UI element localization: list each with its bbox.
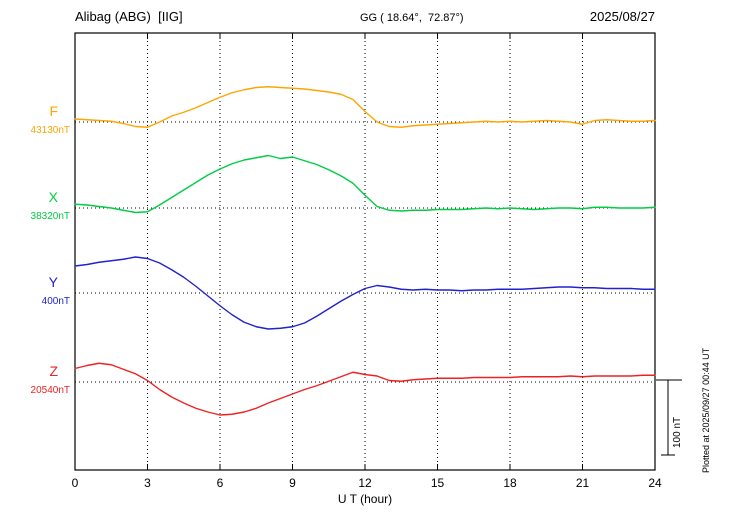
scale-bar-label: 100 nT [672,416,683,448]
x-tick-label-12: 12 [358,476,372,490]
trace-X [74,154,656,214]
x-tick-label-24: 24 [648,476,662,490]
x-tick-label-6: 6 [216,476,224,490]
series-label-Y: Y [48,274,58,290]
series-label-X: X [48,189,58,205]
trace-Y [74,256,656,330]
series-baseline-value-Z: 20540nT [30,385,70,396]
series-baseline-value-F: 43130nT [30,125,70,136]
x-tick-label-3: 3 [144,476,151,490]
x-tick-label-21: 21 [575,476,590,490]
plot-frame [74,32,656,471]
series-label-Z: Z [49,363,58,379]
plotted-at-note: Plotted at 2025/09/27 00:44 UT [701,347,711,473]
x-tick-label-0: 0 [71,476,79,490]
geo-coords: GG ( 18.64°, 72.87°) [360,12,464,24]
trace-F [74,86,656,128]
station-title: Alibag (ABG) [IIG] [75,9,183,24]
observation-date: 2025/08/27 [589,9,655,24]
x-tick-label-18: 18 [503,476,517,490]
trace-Z [74,362,656,416]
series-baseline-value-X: 38320nT [30,211,70,222]
series-label-F: F [49,103,58,119]
x-axis-label: U T (hour) [337,492,393,506]
x-tick-label-15: 15 [430,476,445,490]
x-tick-label-9: 9 [289,476,296,490]
series-baseline-value-Y: 400nT [41,296,70,307]
